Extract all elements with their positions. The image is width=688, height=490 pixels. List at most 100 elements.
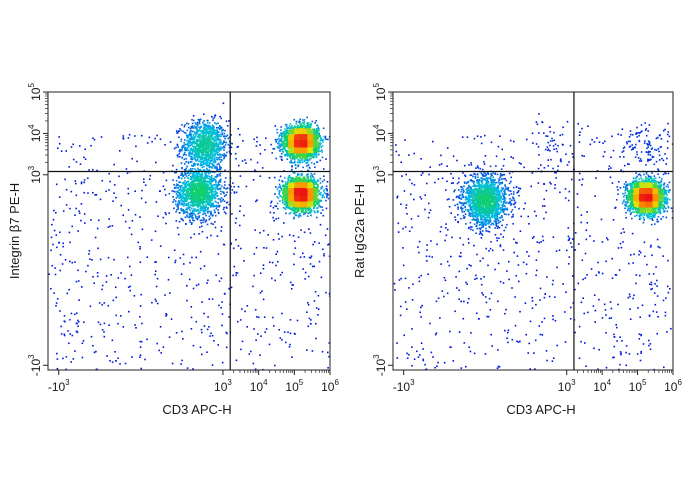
event-dot (106, 355, 108, 357)
event-dot (195, 204, 198, 206)
event-dot (195, 176, 198, 179)
event-dot (313, 199, 316, 202)
event-dot (221, 361, 224, 364)
event-dot (196, 188, 199, 190)
event-dot (207, 157, 210, 160)
event-dot (213, 144, 215, 147)
event-dot (205, 195, 208, 198)
event-dot (285, 142, 287, 145)
event-dot (292, 154, 294, 156)
event-dot (219, 172, 222, 175)
event-dot (190, 133, 192, 135)
event-dot (326, 228, 329, 230)
event-dot (207, 316, 209, 318)
event-dot (212, 117, 215, 120)
event-dot (50, 287, 52, 290)
event-dot (56, 367, 59, 370)
event-dot (281, 148, 284, 150)
event-dot (303, 155, 306, 158)
event-dot (190, 182, 193, 185)
event-dot (85, 270, 87, 273)
event-dot (208, 189, 211, 191)
event-dot (308, 166, 311, 169)
event-dot (220, 117, 222, 120)
event-dot (270, 200, 273, 203)
event-dot (209, 197, 211, 200)
event-dot (210, 143, 212, 146)
event-dot (195, 130, 198, 133)
event-dot (112, 200, 114, 202)
event-dot (83, 321, 85, 323)
event-dot (81, 286, 83, 288)
event-dot (214, 161, 217, 163)
event-dot (201, 140, 204, 142)
event-dot (206, 148, 209, 150)
event-dot (328, 355, 330, 358)
event-dot (213, 153, 215, 156)
event-dot (308, 155, 310, 158)
event-dot (213, 197, 215, 200)
event-dot (103, 302, 106, 304)
event-dot (74, 350, 76, 352)
event-dot (206, 158, 209, 161)
event-dot (217, 162, 220, 165)
event-dot (282, 135, 284, 138)
event-dot (296, 214, 298, 217)
event-dot (63, 333, 66, 336)
event-dot (289, 153, 292, 156)
event-dot (310, 122, 312, 125)
event-dot (178, 220, 181, 223)
event-dot (286, 191, 289, 194)
event-dot (193, 212, 195, 215)
event-dot (182, 338, 184, 340)
event-dot (68, 288, 70, 291)
event-dot (84, 222, 86, 224)
event-dot (287, 153, 289, 156)
event-dot (192, 130, 195, 133)
event-dot (314, 145, 317, 148)
event-dot (55, 305, 57, 307)
event-dot (323, 254, 325, 257)
event-dot (216, 169, 219, 171)
event-dot (176, 194, 179, 196)
event-dot (215, 187, 218, 190)
event-dot (218, 135, 220, 137)
event-dot (299, 177, 302, 179)
event-dot (210, 222, 213, 225)
event-dot (202, 147, 205, 149)
event-dot (228, 184, 231, 186)
event-dot (115, 314, 117, 317)
event-dot (315, 154, 318, 156)
event-dot (192, 165, 195, 167)
event-dot (197, 180, 199, 182)
event-dot (135, 145, 137, 148)
event-dot (264, 331, 266, 333)
event-dot (206, 174, 209, 177)
event-dot (296, 208, 299, 210)
event-dot (297, 180, 299, 182)
event-dot (72, 358, 75, 360)
event-dot (174, 200, 177, 203)
event-dot (176, 154, 179, 157)
event-dot (184, 132, 187, 134)
event-dot (139, 246, 141, 248)
event-dot (222, 146, 224, 149)
event-dot (202, 135, 205, 138)
event-dot (211, 115, 213, 118)
event-dot (201, 146, 203, 149)
event-dot (187, 161, 190, 163)
event-dot (302, 125, 305, 127)
event-dot (174, 191, 176, 193)
event-dot (216, 156, 218, 159)
event-dot (168, 212, 170, 214)
event-dot (319, 177, 322, 180)
event-dot (134, 135, 136, 137)
event-dot (179, 188, 181, 190)
event-dot (218, 128, 221, 131)
event-dot (225, 206, 228, 208)
event-dot (272, 216, 274, 219)
event-dot (284, 200, 286, 203)
event-dot (298, 214, 300, 216)
event-dot (176, 132, 178, 134)
event-dot (159, 190, 161, 192)
